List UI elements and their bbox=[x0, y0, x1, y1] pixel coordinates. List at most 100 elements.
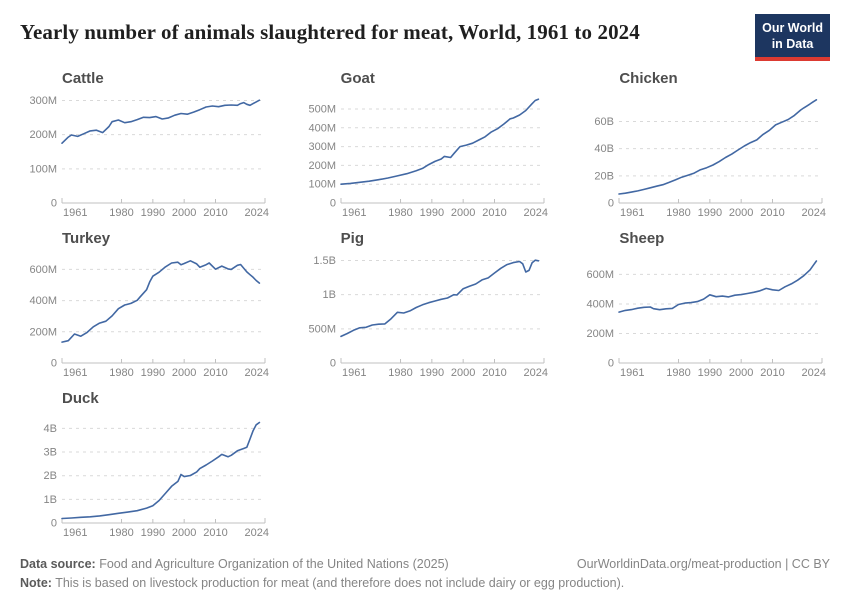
x-tick-label: 1980 bbox=[667, 207, 691, 219]
chart-cell-cattle: Cattle 0 100M 200M 300M 1961 1980 1990 2000 2010… bbox=[20, 70, 273, 227]
x-tick-label: 1980 bbox=[109, 527, 133, 539]
x-tick-label: 2024 bbox=[523, 207, 547, 219]
y-tick-label: 0 bbox=[608, 358, 614, 370]
x-tick-label: 1961 bbox=[342, 207, 366, 219]
y-tick-label: 200M bbox=[587, 328, 615, 340]
data-line bbox=[61, 421, 261, 520]
x-tick-label: 1961 bbox=[63, 367, 87, 379]
data-source-text: Food and Agriculture Organization of the… bbox=[95, 557, 449, 571]
chart-title-chicken: Chicken bbox=[619, 70, 678, 87]
y-tick-label: 300M bbox=[308, 141, 336, 153]
x-tick-label: 2024 bbox=[802, 367, 826, 379]
x-tick-label: 1990 bbox=[419, 367, 443, 379]
x-tick-label: 1961 bbox=[63, 527, 87, 539]
x-tick-label: 2024 bbox=[802, 207, 826, 219]
chart-cell-turkey: Turkey 0 200M 400M 600M 1961 1980 1990 2000 2010… bbox=[20, 230, 273, 387]
data-source: Data source: Food and Agriculture Organi… bbox=[20, 555, 449, 574]
data-line bbox=[61, 99, 261, 145]
owid-logo: Our World in Data bbox=[755, 14, 830, 61]
x-tick-label: 1980 bbox=[667, 367, 691, 379]
y-tick-label: 400M bbox=[587, 298, 615, 310]
x-tick-label: 2000 bbox=[451, 207, 475, 219]
page-title: Yearly number of animals slaughtered for… bbox=[20, 20, 640, 44]
y-tick-label: 1.5B bbox=[313, 255, 336, 267]
chart-title-sheep: Sheep bbox=[619, 230, 665, 247]
x-tick-label: 1990 bbox=[698, 207, 722, 219]
chart-cell-chicken: Chicken 0 20B 40B 60B 1961 1980 1990 2000 2010 20… bbox=[577, 70, 830, 227]
data-line bbox=[61, 260, 261, 343]
note-text: This is based on livestock production fo… bbox=[51, 576, 625, 591]
y-tick-label: 0 bbox=[51, 518, 57, 530]
x-tick-label: 2024 bbox=[245, 207, 269, 219]
footer: Data source: Food and Agriculture Organi… bbox=[20, 555, 830, 594]
x-tick-label: 1961 bbox=[620, 367, 644, 379]
y-tick-label: 0 bbox=[608, 198, 614, 210]
y-tick-label: 200M bbox=[29, 129, 57, 141]
y-tick-label: 200M bbox=[308, 160, 336, 172]
header: Yearly number of animals slaughtered for… bbox=[20, 14, 830, 62]
data-line bbox=[339, 98, 539, 185]
x-tick-label: 2010 bbox=[761, 207, 785, 219]
x-tick-label: 1980 bbox=[109, 207, 133, 219]
y-tick-label: 1B bbox=[322, 289, 335, 301]
y-tick-label: 2B bbox=[44, 470, 57, 482]
x-tick-label: 1961 bbox=[620, 207, 644, 219]
chart-title-duck: Duck bbox=[62, 390, 99, 407]
y-tick-label: 100M bbox=[308, 179, 336, 191]
charts-grid: Cattle 0 100M 200M 300M 1961 1980 1990 2000 2010… bbox=[20, 70, 830, 547]
chicken-line-chart: 0 20B 40B 60B 1961 1980 1990 2000 2010 2024 bbox=[595, 99, 826, 219]
x-tick-label: 2000 bbox=[451, 367, 475, 379]
x-tick-label: 2010 bbox=[203, 367, 227, 379]
chart-cell-duck: Duck 0 1B 2B 3B 4B 1961 1980 1990 2000 2010 2024 bbox=[20, 390, 273, 547]
y-tick-label: 40B bbox=[595, 143, 615, 155]
x-tick-label: 1980 bbox=[388, 207, 412, 219]
footer-row-1: Data source: Food and Agriculture Organi… bbox=[20, 555, 830, 574]
note: Note: This is based on livestock product… bbox=[20, 574, 624, 593]
y-tick-label: 600M bbox=[587, 269, 615, 281]
y-tick-label: 20B bbox=[595, 170, 615, 182]
chart-cell-sheep: Sheep 0 200M 400M 600M 1961 1980 1990 2000 2010 2… bbox=[577, 230, 830, 387]
x-tick-label: 1980 bbox=[388, 367, 412, 379]
x-tick-label: 1961 bbox=[63, 207, 87, 219]
y-tick-label: 400M bbox=[308, 122, 336, 134]
x-tick-label: 2024 bbox=[245, 527, 269, 539]
y-tick-label: 500M bbox=[308, 323, 336, 335]
data-line bbox=[618, 260, 818, 313]
y-tick-label: 0 bbox=[330, 358, 336, 370]
x-tick-label: 2024 bbox=[523, 367, 547, 379]
cattle-line-chart: 0 100M 200M 300M 1961 1980 1990 2000 2010 2024 bbox=[29, 95, 269, 219]
x-tick-label: 1990 bbox=[419, 207, 443, 219]
x-tick-label: 2010 bbox=[482, 207, 506, 219]
data-line bbox=[339, 259, 539, 338]
x-tick-label: 1961 bbox=[342, 367, 366, 379]
logo-line2: in Data bbox=[771, 37, 814, 52]
x-tick-label: 2024 bbox=[245, 367, 269, 379]
chart-title-pig: Pig bbox=[340, 230, 364, 247]
y-tick-label: 4B bbox=[44, 423, 57, 435]
footer-row-2: Note: This is based on livestock product… bbox=[20, 574, 830, 593]
chart-title-turkey: Turkey bbox=[62, 230, 111, 247]
duck-line-chart: 0 1B 2B 3B 4B 1961 1980 1990 2000 2010 2024 bbox=[44, 421, 269, 539]
turkey-line-chart: 0 200M 400M 600M 1961 1980 1990 2000 2010 2024 bbox=[29, 260, 269, 379]
y-tick-label: 200M bbox=[29, 326, 57, 338]
chart-cell-pig: Pig 0 500M 1B 1.5B 1961 1980 1990 2000 2010 2024 bbox=[299, 230, 552, 387]
x-tick-label: 2010 bbox=[203, 527, 227, 539]
x-tick-label: 1990 bbox=[698, 367, 722, 379]
y-tick-label: 1B bbox=[44, 494, 57, 506]
x-tick-label: 1990 bbox=[141, 527, 165, 539]
y-tick-label: 100M bbox=[29, 163, 57, 175]
chart-title-cattle: Cattle bbox=[62, 70, 104, 87]
logo-line1: Our World bbox=[762, 21, 823, 35]
data-source-label: Data source: bbox=[20, 557, 96, 571]
x-tick-label: 1980 bbox=[109, 367, 133, 379]
x-tick-label: 2000 bbox=[729, 367, 753, 379]
y-tick-label: 300M bbox=[29, 95, 57, 107]
x-tick-label: 2010 bbox=[203, 207, 227, 219]
y-tick-label: 60B bbox=[595, 116, 615, 128]
y-tick-label: 0 bbox=[330, 198, 336, 210]
x-tick-label: 2000 bbox=[172, 207, 196, 219]
y-tick-label: 0 bbox=[51, 198, 57, 210]
pig-line-chart: 0 500M 1B 1.5B 1961 1980 1990 2000 2010 2024 bbox=[308, 255, 548, 379]
note-label: Note: bbox=[20, 576, 52, 591]
